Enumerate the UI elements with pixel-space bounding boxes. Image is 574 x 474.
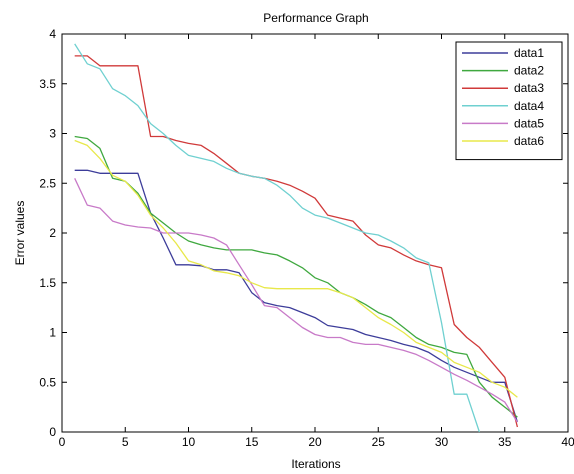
- y-tick-label: 2.5: [39, 176, 56, 190]
- x-tick-label: 10: [182, 435, 196, 449]
- y-tick-label: 0: [49, 425, 56, 439]
- x-tick-label: 35: [498, 435, 512, 449]
- x-tick-label: 40: [561, 435, 574, 449]
- series-line-data5: [74, 178, 518, 423]
- legend-label-data6: data6: [514, 134, 544, 148]
- axis-ticks: 0 5 10 15 20 25 30 35 40 0 0.5 1 1.5 2 2.5 3 3.5 4: [39, 27, 574, 449]
- x-tick-label: 20: [308, 435, 322, 449]
- y-tick-label: 4: [49, 27, 56, 41]
- legend-label-data2: data2: [514, 64, 544, 78]
- y-tick-label: 0.5: [39, 375, 56, 389]
- x-tick-label: 15: [245, 435, 259, 449]
- legend-box: [455, 41, 563, 161]
- series-line-data2: [74, 135, 518, 418]
- series-line-data4: [74, 43, 481, 433]
- y-tick-label: 2: [49, 226, 56, 240]
- series-lines: [74, 43, 519, 433]
- y-tick-label: 1.5: [39, 276, 56, 290]
- series-line-data1: [74, 169, 519, 423]
- legend-label-data1: data1: [514, 46, 544, 60]
- legend-label-data4: data4: [514, 99, 544, 113]
- series-line-data6: [74, 139, 518, 398]
- legend-label-data3: data3: [514, 81, 544, 95]
- y-tick-label: 3.5: [39, 77, 56, 91]
- x-axis-title: Iterations: [291, 457, 340, 471]
- y-axis-title: Error values: [13, 201, 27, 266]
- chart-title: Performance Graph: [263, 11, 368, 25]
- x-tick-label: 25: [372, 435, 386, 449]
- x-tick-label: 0: [59, 435, 66, 449]
- legend-label-data5: data5: [514, 116, 544, 130]
- series-line-data3: [74, 55, 519, 428]
- y-tick-label: 3: [49, 127, 56, 141]
- x-tick-label: 5: [122, 435, 129, 449]
- legend: data1 data2 data3 data4 data5 data6: [455, 41, 563, 161]
- x-tick-label: 30: [435, 435, 449, 449]
- y-tick-label: 1: [49, 326, 56, 340]
